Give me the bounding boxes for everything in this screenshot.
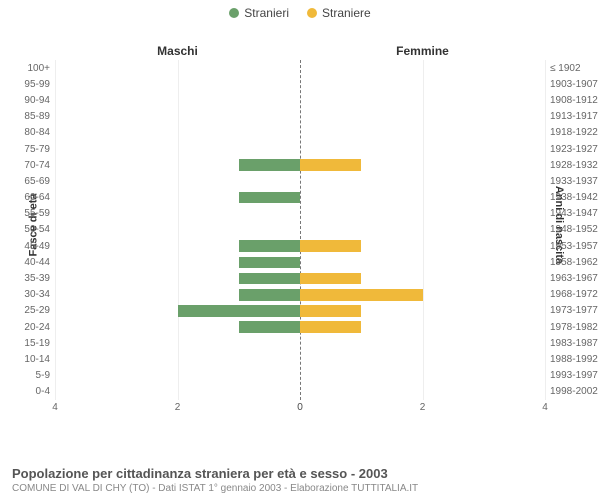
age-label: 45-49 bbox=[24, 241, 50, 252]
chart: Maschi Femmine Fasce di età Anni di nasc… bbox=[0, 20, 600, 430]
birth-year-label: 1943-1947 bbox=[550, 208, 598, 219]
birth-year-label: 1933-1937 bbox=[550, 176, 598, 187]
age-label: 70-74 bbox=[24, 160, 50, 171]
bar-male bbox=[178, 305, 301, 317]
chart-row: 15-191983-1987 bbox=[55, 335, 545, 351]
age-label: 55-59 bbox=[24, 208, 50, 219]
bar-male bbox=[239, 159, 300, 171]
chart-row: 80-841918-1922 bbox=[55, 125, 545, 141]
x-axis: 420024 bbox=[55, 402, 545, 418]
chart-row: 10-141988-1992 bbox=[55, 351, 545, 367]
plot-area: 100+≤ 190295-991903-190790-941908-191285… bbox=[55, 60, 545, 400]
age-label: 75-79 bbox=[24, 144, 50, 155]
chart-row: 45-491953-1957 bbox=[55, 238, 545, 254]
birth-year-label: 1948-1952 bbox=[550, 224, 598, 235]
age-label: 40-44 bbox=[24, 257, 50, 268]
x-tick-label: 0 bbox=[297, 402, 303, 413]
bar-female bbox=[300, 321, 361, 333]
chart-row: 5-91993-1997 bbox=[55, 368, 545, 384]
bar-male bbox=[239, 240, 300, 252]
x-tick-label: 4 bbox=[52, 402, 58, 413]
footer: Popolazione per cittadinanza straniera p… bbox=[12, 466, 588, 494]
bar-male bbox=[239, 321, 300, 333]
age-label: 90-94 bbox=[24, 95, 50, 106]
chart-row: 95-991903-1907 bbox=[55, 76, 545, 92]
bar-male bbox=[239, 273, 300, 285]
legend-item-male: Stranieri bbox=[229, 6, 289, 20]
chart-row: 40-441958-1962 bbox=[55, 254, 545, 270]
age-label: 95-99 bbox=[24, 79, 50, 90]
bar-male bbox=[239, 257, 300, 269]
bar-female bbox=[300, 305, 361, 317]
x-tick-label: 2 bbox=[175, 402, 181, 413]
birth-year-label: 1993-1997 bbox=[550, 370, 598, 381]
bar-male bbox=[239, 192, 300, 204]
legend-label-female: Straniere bbox=[322, 6, 371, 20]
birth-year-label: 1988-1992 bbox=[550, 354, 598, 365]
birth-year-label: 1923-1927 bbox=[550, 144, 598, 155]
chart-row: 35-391963-1967 bbox=[55, 270, 545, 286]
birth-year-label: 1913-1917 bbox=[550, 111, 598, 122]
birth-year-label: 1963-1967 bbox=[550, 273, 598, 284]
male-swatch bbox=[229, 8, 239, 18]
bar-female bbox=[300, 159, 361, 171]
bar-female bbox=[300, 273, 361, 285]
chart-row: 90-941908-1912 bbox=[55, 92, 545, 108]
age-label: 25-29 bbox=[24, 305, 50, 316]
chart-rows: 100+≤ 190295-991903-190790-941908-191285… bbox=[55, 60, 545, 400]
birth-year-label: 1973-1977 bbox=[550, 305, 598, 316]
chart-row: 100+≤ 1902 bbox=[55, 60, 545, 76]
birth-year-label: 1903-1907 bbox=[550, 79, 598, 90]
age-label: 85-89 bbox=[24, 111, 50, 122]
birth-year-label: 1918-1922 bbox=[550, 127, 598, 138]
birth-year-label: 1968-1972 bbox=[550, 289, 598, 300]
age-label: 60-64 bbox=[24, 192, 50, 203]
x-tick-label: 4 bbox=[542, 402, 548, 413]
grid-line bbox=[545, 60, 546, 400]
legend: Stranieri Straniere bbox=[0, 0, 600, 20]
bar-female bbox=[300, 289, 423, 301]
chart-row: 75-791923-1927 bbox=[55, 141, 545, 157]
age-label: 5-9 bbox=[36, 370, 50, 381]
bar-female bbox=[300, 240, 361, 252]
birth-year-label: 1978-1982 bbox=[550, 322, 598, 333]
birth-year-label: 1908-1912 bbox=[550, 95, 598, 106]
chart-row: 55-591943-1947 bbox=[55, 206, 545, 222]
age-label: 65-69 bbox=[24, 176, 50, 187]
birth-year-label: ≤ 1902 bbox=[550, 63, 581, 74]
legend-item-female: Straniere bbox=[307, 6, 371, 20]
chart-row: 50-541948-1952 bbox=[55, 222, 545, 238]
chart-row: 20-241978-1982 bbox=[55, 319, 545, 335]
footer-subtitle: COMUNE DI VAL DI CHY (TO) - Dati ISTAT 1… bbox=[12, 483, 588, 494]
bar-male bbox=[239, 289, 300, 301]
chart-row: 65-691933-1937 bbox=[55, 173, 545, 189]
age-label: 20-24 bbox=[24, 322, 50, 333]
female-swatch bbox=[307, 8, 317, 18]
age-label: 35-39 bbox=[24, 273, 50, 284]
birth-year-label: 1998-2002 bbox=[550, 386, 598, 397]
age-label: 10-14 bbox=[24, 354, 50, 365]
age-label: 30-34 bbox=[24, 289, 50, 300]
age-label: 100+ bbox=[27, 63, 50, 74]
birth-year-label: 1938-1942 bbox=[550, 192, 598, 203]
chart-row: 30-341968-1972 bbox=[55, 287, 545, 303]
chart-row: 0-41998-2002 bbox=[55, 384, 545, 400]
chart-row: 70-741928-1932 bbox=[55, 157, 545, 173]
chart-row: 25-291973-1977 bbox=[55, 303, 545, 319]
legend-label-male: Stranieri bbox=[244, 6, 289, 20]
chart-row: 85-891913-1917 bbox=[55, 109, 545, 125]
x-tick-label: 2 bbox=[420, 402, 426, 413]
age-label: 15-19 bbox=[24, 338, 50, 349]
age-label: 0-4 bbox=[36, 386, 50, 397]
column-header-male: Maschi bbox=[0, 44, 300, 58]
column-header-female: Femmine bbox=[300, 44, 600, 58]
birth-year-label: 1958-1962 bbox=[550, 257, 598, 268]
birth-year-label: 1928-1932 bbox=[550, 160, 598, 171]
birth-year-label: 1953-1957 bbox=[550, 241, 598, 252]
birth-year-label: 1983-1987 bbox=[550, 338, 598, 349]
footer-title: Popolazione per cittadinanza straniera p… bbox=[12, 466, 588, 481]
chart-row: 60-641938-1942 bbox=[55, 190, 545, 206]
age-label: 50-54 bbox=[24, 224, 50, 235]
age-label: 80-84 bbox=[24, 127, 50, 138]
